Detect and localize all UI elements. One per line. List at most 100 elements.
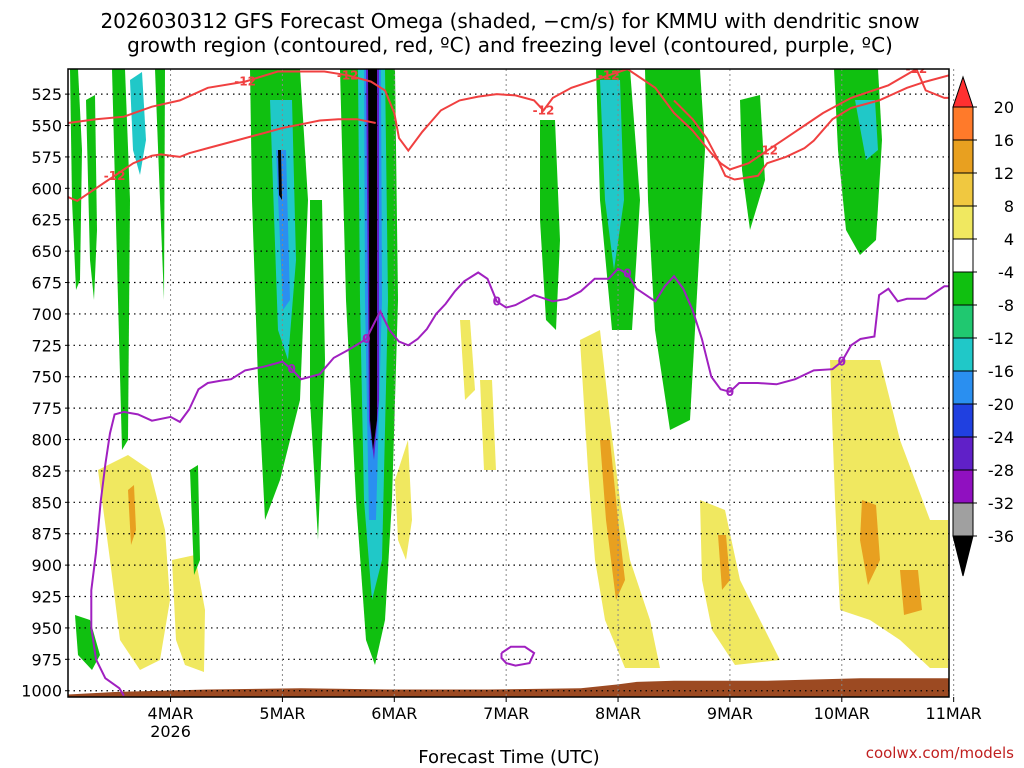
omega-shade-yellow-2 — [172, 555, 205, 672]
omega-shade-orange-1 — [128, 485, 136, 545]
omega-shade-green-5 — [75, 615, 100, 670]
omega-shade-green-6 — [190, 465, 200, 575]
freezing-level-contour-label-4: 0 — [726, 385, 734, 399]
dgz-upper-contour-label-1: -12 — [337, 68, 359, 82]
dgz-upper-contour — [68, 69, 949, 171]
omega-shade-orange-5 — [900, 570, 922, 615]
omega-shade-black-2 — [368, 69, 377, 450]
colorbar-swatch-11 — [952, 469, 974, 504]
y-tick-label-700: 700 — [31, 305, 62, 324]
omega-shade-teal-5 — [855, 100, 878, 160]
colorbar-label-8: -16 — [988, 362, 1014, 381]
colorbar-swatch-10 — [952, 436, 974, 471]
colorbar-label-0: 20 — [994, 98, 1014, 117]
colorbar-top-arrow — [952, 75, 974, 108]
colorbar-label-9: -20 — [988, 395, 1014, 414]
omega-shade-yellow-3 — [395, 440, 412, 560]
y-tick-label-550: 550 — [31, 117, 62, 136]
colorbar-swatch-0 — [952, 106, 974, 141]
omega-shade-green-12 — [645, 69, 705, 430]
colorbar-label-1: 16 — [994, 131, 1014, 150]
contour-lines: -12 -12 -12 -12 -12 -12 -12 0 0 0 0 0 0 — [68, 68, 949, 697]
omega-shade-green-13 — [740, 95, 765, 230]
colorbar-label-10: -24 — [988, 428, 1014, 447]
x-tick-label-8MAR: 8MAR — [595, 704, 641, 723]
y-tick-label-875: 875 — [31, 525, 62, 544]
colorbar-swatch-5 — [952, 271, 974, 306]
dgz-lower-contour — [68, 118, 376, 203]
y-tick-label-750: 750 — [31, 368, 62, 387]
x-tick-label-7MAR: 7MAR — [483, 704, 529, 723]
y-tick-label-575: 575 — [31, 148, 62, 167]
terrain-surface — [68, 678, 949, 697]
omega-shade-green-left — [70, 69, 82, 290]
x-tick-label-10MAR: 10MAR — [814, 704, 870, 723]
colorbar-label-7: -12 — [988, 329, 1014, 348]
freezing-level-loop — [500, 645, 536, 667]
colorbar-swatch-2 — [952, 172, 974, 207]
x-tick-sublabel-4MAR: 2026 — [150, 722, 191, 741]
freezing-level-contour-label-0: 0 — [288, 362, 296, 376]
omega-shade-green-8 — [310, 200, 325, 540]
chart-title-line-2: growth region (contoured, red, ºC) and f… — [127, 33, 893, 57]
y-tick-label-525: 525 — [31, 85, 62, 104]
y-tick-label-975: 975 — [31, 650, 62, 669]
dgz-upper-contour-label-3: -12 — [598, 68, 620, 82]
credit-link[interactable]: coolwx.com/models — [866, 744, 1014, 762]
y-tick-label-775: 775 — [31, 399, 62, 418]
dgz-lower-contour-label-0: -12 — [104, 169, 126, 183]
y-tick-label-850: 850 — [31, 493, 62, 512]
y-tick-label-725: 725 — [31, 336, 62, 355]
y-tick-label-1000: 1000 — [21, 682, 62, 701]
y-tick-label-950: 950 — [31, 619, 62, 638]
freezing-level-contour-label-5: 0 — [838, 355, 846, 369]
omega-shade-teal-4 — [600, 80, 624, 270]
omega-shade-green-4 — [155, 69, 165, 300]
colorbar-label-6: -8 — [998, 296, 1014, 315]
colorbar-legend: 20 16 12 8 4 -4 -8 -12 -16 -20 -24 -28 -32 -36 — [952, 75, 1014, 577]
omega-shade-yellow-4 — [460, 320, 475, 400]
grid-lines — [68, 69, 955, 697]
omega-shade-green-10 — [540, 120, 560, 330]
dgz-upper-contour-label-0: -12 — [234, 75, 256, 89]
colorbar-bottom-arrow — [952, 535, 974, 577]
x-tick-label-9MAR: 9MAR — [707, 704, 753, 723]
x-tick-label-11MAR: 11MAR — [926, 704, 982, 723]
freezing-level-contour-label-2: 0 — [493, 294, 501, 308]
colorbar-label-2: 12 — [994, 164, 1014, 183]
omega-shading — [70, 69, 948, 672]
colorbar-swatch-4 — [952, 238, 974, 273]
omega-shade-orange-2 — [600, 440, 625, 600]
omega-shade-orange-3 — [718, 535, 730, 590]
dgz-upper-contour-label-2: -12 — [533, 103, 555, 117]
colorbar-swatch-12 — [952, 502, 974, 537]
y-tick-label-825: 825 — [31, 462, 62, 481]
chart-title-line-1: 2026030312 GFS Forecast Omega (shaded, −… — [100, 9, 919, 33]
colorbar-label-4: 4 — [1004, 230, 1014, 249]
omega-shade-orange-4 — [860, 500, 880, 585]
omega-shade-yellow-1 — [98, 455, 170, 670]
y-tick-label-800: 800 — [31, 431, 62, 450]
freezing-level-contour-label-1: 0 — [362, 332, 370, 346]
colorbar-swatch-6 — [952, 304, 974, 339]
colorbar-swatch-3 — [952, 205, 974, 240]
omega-shade-yellow-6 — [580, 330, 660, 668]
x-tick-label-4MAR: 4MAR — [148, 704, 194, 723]
colorbar-swatch-9 — [952, 403, 974, 438]
plot-frame — [67, 68, 950, 698]
y-tick-label-625: 625 — [31, 211, 62, 230]
y-tick-label-600: 600 — [31, 179, 62, 198]
dgz-right-contour — [673, 74, 949, 181]
y-axis-pressure: 525 550 575 600 625 650 675 700 725 750 775 800 825 8… — [21, 85, 68, 701]
colorbar-swatch-7 — [952, 337, 974, 372]
y-tick-label-650: 650 — [31, 242, 62, 261]
colorbar-label-5: -4 — [998, 263, 1014, 282]
colorbar-label-11: -28 — [988, 461, 1014, 480]
omega-shade-green-left-3 — [112, 69, 130, 450]
x-axis-label: Forecast Time (UTC) — [418, 747, 599, 768]
y-tick-label-900: 900 — [31, 556, 62, 575]
omega-shade-teal-left — [130, 72, 146, 175]
y-tick-label-925: 925 — [31, 588, 62, 607]
